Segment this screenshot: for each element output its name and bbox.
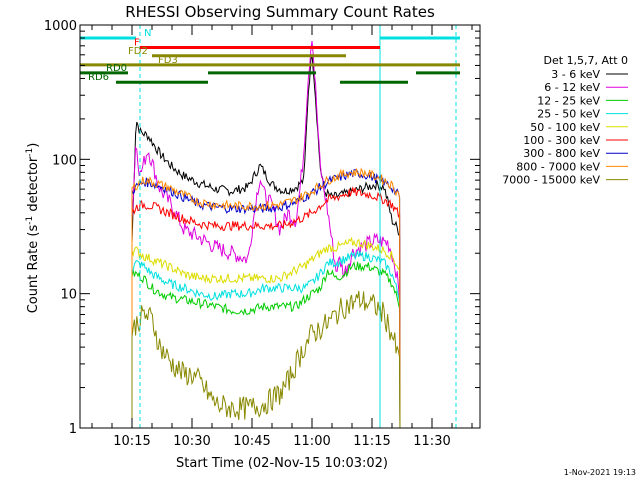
legend-label: 800 - 7000 keV: [516, 160, 600, 173]
legend-label: 50 - 100 keV: [530, 121, 600, 134]
chart-title: RHESSI Observing Summary Count Rates: [125, 3, 435, 21]
x-tick-label: 11:15: [353, 434, 390, 449]
legend-label: 3 - 6 keV: [551, 68, 600, 81]
legend-label: 300 - 800 keV: [523, 147, 600, 160]
plot-frame: [79, 24, 481, 429]
y-tick-label: 100: [52, 153, 77, 168]
x-tick-label: 11:30: [413, 434, 450, 449]
axes: 1 10 100 1000 10:15 10:30 10:45 11:00 11:15 11:30: [44, 19, 481, 449]
footer-timestamp: 1-Nov-2021 19:13: [564, 468, 636, 477]
x-tick-label: 10:30: [173, 434, 210, 449]
legend-label: 6 - 12 keV: [544, 81, 600, 94]
y-axis-label: Count Rate (s-1 detector-1): [25, 143, 41, 314]
flag-label-rd0: RD0: [106, 63, 127, 74]
legend-label: 12 - 25 keV: [537, 94, 600, 107]
y-tick-label: 10: [60, 288, 77, 303]
series-line-0: [131, 54, 401, 429]
flag-label-n: N: [144, 28, 151, 39]
legend-header: Det 1,5,7, Att 0: [544, 54, 628, 67]
series-line-5: [131, 186, 401, 429]
y-tick-label: 1: [69, 422, 77, 437]
flag-label-rd6: RD6: [88, 72, 109, 83]
x-tick-label: 11:00: [293, 434, 330, 449]
legend-label: 7000 - 15000 keV: [502, 174, 600, 187]
series-line-1: [131, 40, 401, 429]
legend-label: 25 - 50 keV: [537, 108, 600, 121]
x-tick-label: 10:15: [113, 434, 150, 449]
x-axis-label: Start Time (02-Nov-15 10:03:02): [176, 456, 388, 471]
series-line-8: [131, 290, 401, 429]
series-line-7: [131, 167, 401, 429]
flag-label-f: F: [134, 37, 140, 48]
series-line-2: [131, 261, 401, 429]
flag-label-fd2: FD2: [128, 46, 148, 57]
legend-label: 100 - 300 keV: [523, 134, 600, 147]
series-line-3: [131, 249, 401, 429]
x-tick-label: 10:45: [233, 434, 270, 449]
series-line-4: [131, 236, 401, 429]
flag-label-fd3: FD3: [158, 55, 178, 66]
y-tick-label: 1000: [44, 19, 77, 34]
